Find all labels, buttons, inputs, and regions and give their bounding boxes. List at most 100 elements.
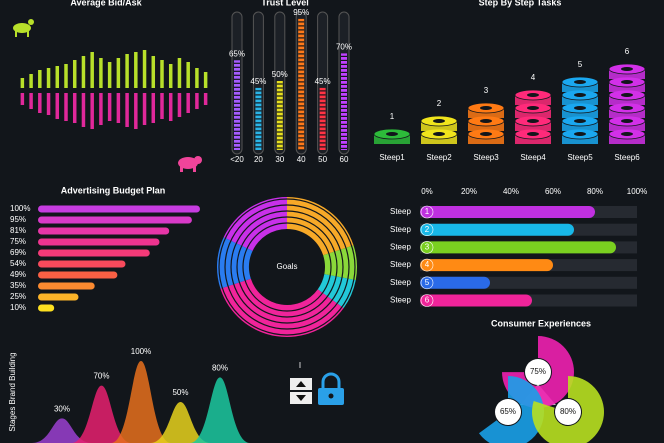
row-label: Steep xyxy=(390,225,411,234)
ring-divider xyxy=(224,204,350,330)
x-tick-label: 20% xyxy=(461,187,477,196)
bar xyxy=(420,206,595,218)
bid-bar xyxy=(29,74,33,88)
ring-divider xyxy=(242,222,332,312)
ring-hole xyxy=(480,132,492,136)
ask-bar xyxy=(142,93,147,125)
spin-buttons[interactable] xyxy=(290,378,312,404)
bar xyxy=(420,223,574,236)
value-label: 54% xyxy=(10,259,26,268)
x-tick-label: Steep5 xyxy=(567,153,593,162)
row-label: Steep xyxy=(390,278,411,287)
bar xyxy=(38,293,79,301)
x-tick-label: 60% xyxy=(545,187,561,196)
x-tick-label: Steep4 xyxy=(520,153,546,162)
bid-bar xyxy=(186,62,190,88)
badge-label: 6 xyxy=(425,296,430,305)
value-label: 95% xyxy=(10,215,26,224)
bid-bar xyxy=(81,56,86,88)
ring-stack xyxy=(561,76,599,144)
badge-label: 2 xyxy=(425,225,430,234)
value-label: 95% xyxy=(293,8,309,17)
ring-hole xyxy=(574,80,586,84)
ring-stack xyxy=(514,89,552,144)
ask-bar xyxy=(81,93,86,127)
ring-hole xyxy=(386,132,398,136)
peak xyxy=(150,402,211,443)
bid-bar xyxy=(99,58,103,88)
bid-bar xyxy=(116,58,121,88)
ring-stack xyxy=(373,128,411,144)
ask-bar xyxy=(64,93,68,121)
chart-title: Step By Step Tasks xyxy=(479,0,562,7)
lock-icon[interactable] xyxy=(318,372,344,405)
peak xyxy=(190,377,250,443)
ring-hole xyxy=(621,132,633,136)
ask-bar xyxy=(46,93,51,115)
x-tick-label: <20 xyxy=(230,155,244,164)
bear-icon xyxy=(178,156,202,172)
bar xyxy=(38,271,118,279)
badge xyxy=(420,294,434,307)
x-tick-label: 0% xyxy=(421,187,433,196)
step-number: 3 xyxy=(484,86,489,95)
bid-bar xyxy=(151,56,156,88)
bid-bar xyxy=(55,66,60,88)
bar xyxy=(420,259,553,272)
ring-hole xyxy=(527,119,539,123)
bar xyxy=(38,227,170,235)
ask-bar xyxy=(20,93,25,105)
ask-bar xyxy=(203,93,208,105)
bid-bar xyxy=(177,58,182,88)
ask-bar xyxy=(55,93,60,119)
bid-bar xyxy=(125,54,129,88)
bar xyxy=(38,260,126,268)
ask-bar xyxy=(99,93,103,125)
tube-level xyxy=(234,60,240,150)
ring-hole xyxy=(621,106,633,110)
bid-bar xyxy=(134,52,138,88)
step-number: 4 xyxy=(531,73,536,82)
x-tick-label: 30 xyxy=(275,155,284,164)
bar xyxy=(420,241,616,254)
ring-hole xyxy=(527,93,539,97)
value-label: 45% xyxy=(315,77,331,86)
center-label: Goals xyxy=(277,262,298,271)
chart-title: Consumer Experiences xyxy=(491,318,591,328)
step-number: 1 xyxy=(390,112,395,121)
ring-hole xyxy=(574,93,586,97)
tube-level xyxy=(298,18,305,151)
cursor-label: I xyxy=(299,361,301,370)
bid-bar xyxy=(142,50,147,88)
label-disc xyxy=(495,399,521,425)
value-label: 49% xyxy=(10,270,26,279)
bid-bar xyxy=(168,64,173,88)
ask-bar xyxy=(160,93,164,119)
bid-bar xyxy=(160,60,164,88)
value-label: 50% xyxy=(172,388,188,397)
step-number: 2 xyxy=(437,99,442,108)
value-label: 25% xyxy=(10,292,26,301)
row-label: Steep xyxy=(390,296,411,305)
value-label: 80% xyxy=(212,364,228,373)
ask-bar xyxy=(195,93,199,109)
value-label: 35% xyxy=(10,281,26,290)
ask-bar xyxy=(186,93,190,113)
badge-label: 1 xyxy=(425,207,430,216)
value-label: 65% xyxy=(500,407,516,416)
venn-arc xyxy=(532,376,604,443)
ring-hole xyxy=(574,132,586,136)
ask-bar xyxy=(125,93,129,127)
value-label: 81% xyxy=(10,226,26,235)
bid-bar xyxy=(107,62,112,88)
ring-hole xyxy=(621,119,633,123)
step-number: 5 xyxy=(578,60,583,69)
ring-hole xyxy=(621,80,633,84)
peak xyxy=(71,385,132,443)
bar xyxy=(420,294,532,307)
ring-hole xyxy=(621,67,633,71)
step-number: 6 xyxy=(625,47,630,56)
value-label: 75% xyxy=(10,237,26,246)
tube-level xyxy=(341,53,347,150)
value-label: 75% xyxy=(530,367,546,376)
